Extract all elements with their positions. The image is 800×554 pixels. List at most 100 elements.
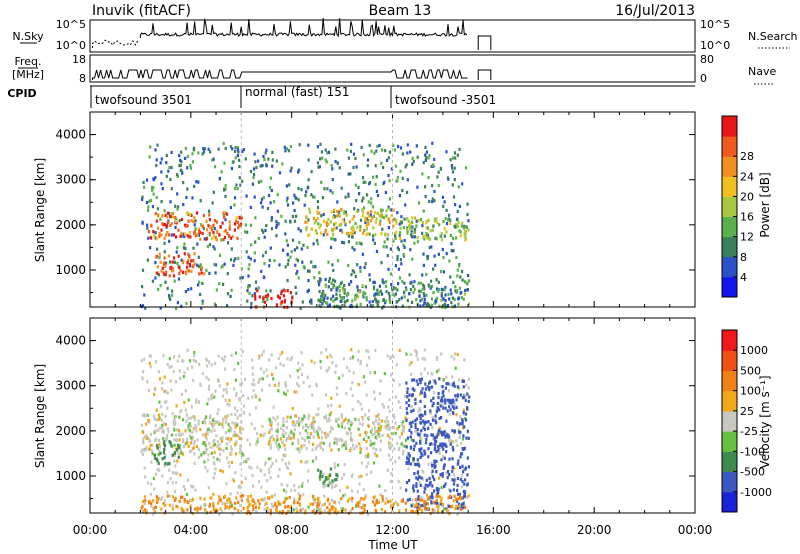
echo-cell xyxy=(276,438,279,442)
echo-cell xyxy=(399,169,402,173)
echo-cell xyxy=(378,417,381,422)
echo-cell xyxy=(230,460,233,465)
echo-cell xyxy=(213,450,216,454)
echo-cell xyxy=(160,170,163,174)
echo-cell xyxy=(238,164,241,169)
echo-cell xyxy=(460,452,463,456)
echo-cell xyxy=(190,484,193,488)
echo-cell xyxy=(160,418,163,422)
echo-cell xyxy=(174,225,177,229)
echo-cell xyxy=(169,223,172,227)
echo-cell xyxy=(435,421,438,425)
echo-cell xyxy=(257,380,260,384)
echo-cell xyxy=(427,175,430,180)
velocity-colorbar-label: Velocity [m s⁻¹] xyxy=(758,375,772,468)
echo-cell xyxy=(362,488,365,492)
echo-cell xyxy=(256,440,259,444)
echo-cell xyxy=(417,281,420,285)
echo-cell xyxy=(274,441,277,445)
echo-cell xyxy=(166,224,169,228)
echo-cell xyxy=(160,425,163,429)
echo-cell xyxy=(414,422,417,426)
echo-cell xyxy=(385,214,388,218)
echo-cell xyxy=(461,269,464,274)
echo-cell xyxy=(367,220,370,224)
echo-cell xyxy=(209,150,212,154)
echo-cell xyxy=(359,302,362,307)
echo-cell xyxy=(335,483,338,487)
echo-cell xyxy=(233,430,236,434)
echo-cell xyxy=(294,285,297,289)
echo-cell xyxy=(448,413,451,417)
echo-cell xyxy=(181,452,185,456)
echo-cell xyxy=(193,262,196,266)
echo-cell xyxy=(296,501,299,505)
echo-cell xyxy=(366,454,370,459)
echo-cell xyxy=(359,402,362,406)
echo-cell xyxy=(257,356,261,360)
echo-cell xyxy=(149,198,153,202)
echo-cell xyxy=(173,459,176,463)
echo-cell xyxy=(438,476,441,480)
echo-cell xyxy=(362,153,365,157)
echo-cell xyxy=(455,504,458,509)
echo-cell xyxy=(443,288,446,292)
echo-cell xyxy=(203,147,207,151)
echo-cell xyxy=(419,392,422,396)
echo-cell xyxy=(375,448,378,452)
echo-cell xyxy=(357,185,360,189)
noise-left-tick-bottom: 10^0 xyxy=(56,39,86,52)
echo-cell xyxy=(188,422,191,426)
echo-cell xyxy=(203,508,207,512)
echo-cell xyxy=(175,173,179,177)
echo-cell xyxy=(188,434,191,438)
echo-cell xyxy=(212,501,215,505)
echo-cell xyxy=(152,230,155,234)
echo-cell xyxy=(456,209,459,213)
echo-cell xyxy=(431,475,434,479)
echo-cell xyxy=(349,435,352,439)
echo-cell xyxy=(430,451,433,455)
echo-cell xyxy=(193,216,196,220)
echo-cell xyxy=(365,393,368,397)
echo-cell xyxy=(173,415,176,419)
echo-cell xyxy=(279,352,282,357)
echo-cell xyxy=(466,406,469,410)
echo-cell xyxy=(158,232,161,236)
echo-cell xyxy=(178,428,181,433)
echo-cell xyxy=(421,387,424,391)
echo-cell xyxy=(259,468,262,472)
echo-cell xyxy=(154,261,157,265)
echo-cell xyxy=(294,196,297,200)
echo-cell xyxy=(416,382,419,386)
echo-cell xyxy=(365,223,368,228)
echo-cell xyxy=(400,221,403,225)
echo-cell xyxy=(406,387,409,391)
echo-cell xyxy=(197,422,200,426)
echo-cell xyxy=(360,145,363,149)
echo-cell xyxy=(463,394,466,398)
echo-cell xyxy=(163,442,166,446)
echo-cell xyxy=(223,235,227,240)
echo-cell xyxy=(384,489,387,493)
echo-cell xyxy=(277,500,280,504)
echo-cell xyxy=(270,353,273,357)
echo-cell xyxy=(359,228,362,232)
echo-cell xyxy=(160,405,163,409)
echo-cell xyxy=(440,446,443,450)
echo-cell xyxy=(190,405,193,409)
echo-cell xyxy=(375,418,378,423)
echo-cell xyxy=(266,298,269,302)
echo-cell xyxy=(225,446,228,450)
echo-cell xyxy=(162,430,165,434)
echo-cell xyxy=(414,401,417,406)
echo-cell xyxy=(429,286,432,290)
echo-cell xyxy=(172,274,176,278)
echo-cell xyxy=(400,442,403,446)
echo-cell xyxy=(191,196,194,200)
echo-cell xyxy=(431,415,434,419)
echo-cell xyxy=(453,151,457,155)
echo-cell xyxy=(296,269,299,274)
echo-cell xyxy=(216,457,219,461)
echo-cell xyxy=(176,207,179,211)
